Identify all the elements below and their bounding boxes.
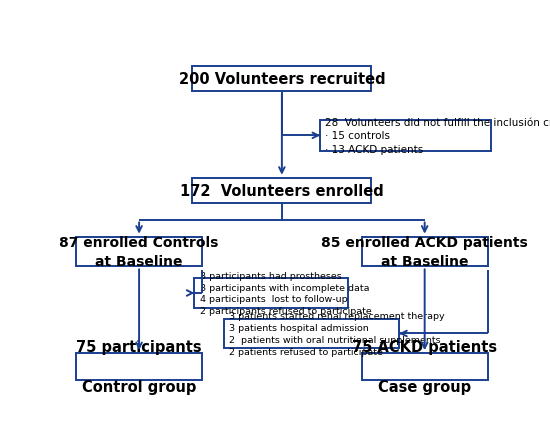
Text: 85 enrolled ACKD patients
at Baseline: 85 enrolled ACKD patients at Baseline [321,236,528,268]
FancyBboxPatch shape [195,278,348,308]
Text: 200 Volunteers recruited: 200 Volunteers recruited [179,72,385,87]
Text: 3 participants had prostheses
3 participants with incomplete data
4 participants: 3 participants had prostheses 3 particip… [200,271,371,316]
FancyBboxPatch shape [76,237,202,267]
FancyBboxPatch shape [320,120,491,152]
Text: 172  Volunteers enrolled: 172 Volunteers enrolled [180,183,384,198]
FancyBboxPatch shape [192,68,371,92]
FancyBboxPatch shape [224,319,399,349]
FancyBboxPatch shape [362,353,487,381]
FancyBboxPatch shape [362,237,487,267]
Text: 28  Volunteers did not fulfill the inclusión criteria
· 15 controls
· 13 ACKD pa: 28 Volunteers did not fulfill the inclus… [326,118,550,154]
Text: 75 participants

Control group: 75 participants Control group [76,340,202,394]
FancyBboxPatch shape [76,353,202,381]
Text: 3 patients started renal replacement therapy
3 patients hospital admission
2  pa: 3 patients started renal replacement the… [229,312,445,356]
FancyBboxPatch shape [192,178,371,203]
Text: 87 enrolled Controls
at Baseline: 87 enrolled Controls at Baseline [59,236,219,268]
Text: 75 ACKD patients

Case group: 75 ACKD patients Case group [352,340,497,394]
